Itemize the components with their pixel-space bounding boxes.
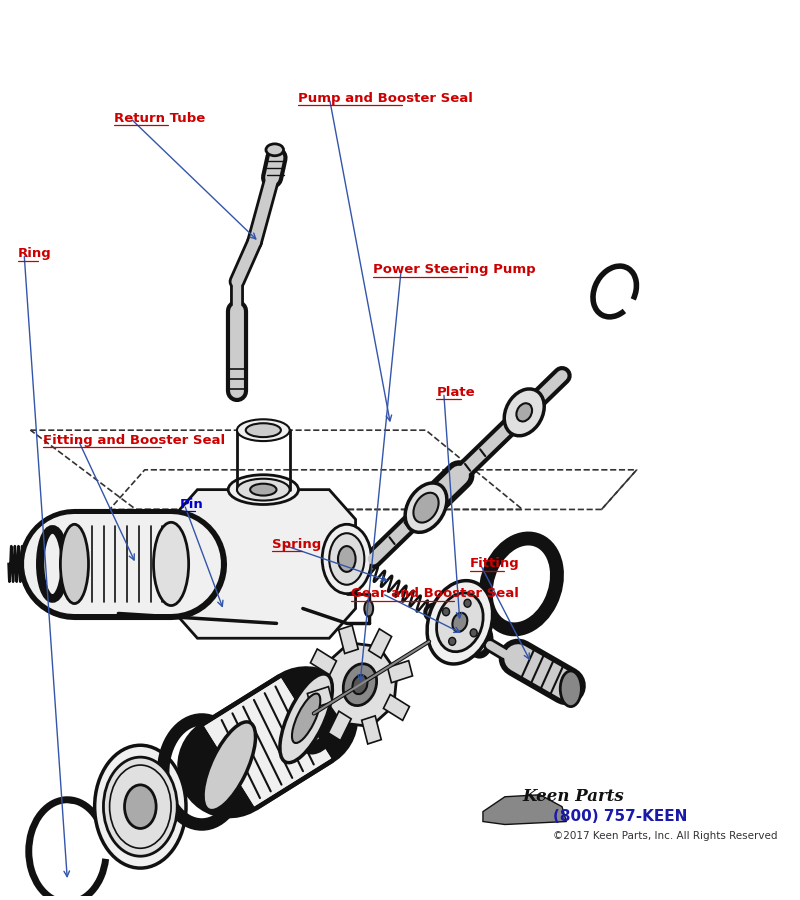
Text: Pin: Pin [180, 498, 204, 511]
Ellipse shape [250, 483, 277, 496]
Ellipse shape [94, 745, 186, 868]
Ellipse shape [414, 492, 438, 523]
Polygon shape [322, 643, 397, 726]
Ellipse shape [103, 757, 178, 856]
Text: (800) 757-KEEN: (800) 757-KEEN [554, 809, 687, 824]
Ellipse shape [330, 533, 364, 585]
Ellipse shape [60, 525, 89, 604]
Polygon shape [338, 626, 358, 653]
Polygon shape [483, 795, 566, 824]
Ellipse shape [353, 675, 367, 694]
Ellipse shape [322, 525, 371, 594]
Text: Fitting and Booster Seal: Fitting and Booster Seal [43, 434, 225, 446]
Ellipse shape [292, 694, 320, 743]
Circle shape [449, 637, 456, 645]
Circle shape [470, 629, 478, 637]
Ellipse shape [266, 144, 283, 156]
Text: Pump and Booster Seal: Pump and Booster Seal [298, 92, 474, 104]
Polygon shape [310, 649, 337, 675]
Ellipse shape [504, 389, 544, 436]
Ellipse shape [154, 522, 189, 606]
Polygon shape [307, 687, 332, 708]
Text: Fitting: Fitting [470, 557, 519, 571]
Ellipse shape [125, 785, 156, 829]
Ellipse shape [560, 670, 582, 706]
Ellipse shape [203, 722, 255, 811]
Polygon shape [369, 629, 392, 658]
Ellipse shape [237, 419, 290, 441]
Ellipse shape [246, 423, 281, 437]
Text: Ring: Ring [18, 248, 52, 260]
Polygon shape [362, 716, 382, 744]
Ellipse shape [427, 580, 493, 664]
Polygon shape [383, 695, 410, 720]
Ellipse shape [343, 664, 377, 706]
Polygon shape [328, 711, 351, 741]
Polygon shape [387, 661, 413, 683]
Text: Return Tube: Return Tube [114, 112, 206, 124]
Polygon shape [171, 490, 355, 638]
Text: ©2017 Keen Parts, Inc. All Rights Reserved: ©2017 Keen Parts, Inc. All Rights Reserv… [554, 832, 778, 842]
Text: Keen Parts: Keen Parts [522, 788, 624, 806]
Text: Spring: Spring [272, 537, 322, 551]
Ellipse shape [338, 546, 355, 572]
Ellipse shape [228, 475, 298, 505]
Text: Power Steering Pump: Power Steering Pump [373, 263, 536, 276]
Ellipse shape [280, 674, 332, 762]
Ellipse shape [405, 483, 447, 532]
Ellipse shape [452, 613, 467, 632]
Ellipse shape [364, 600, 373, 617]
Ellipse shape [517, 403, 532, 421]
Ellipse shape [437, 593, 483, 652]
Circle shape [442, 608, 450, 616]
Text: Gear and Booster Seal: Gear and Booster Seal [351, 587, 519, 600]
Text: Plate: Plate [436, 386, 475, 399]
Circle shape [464, 599, 471, 608]
Ellipse shape [237, 479, 290, 500]
